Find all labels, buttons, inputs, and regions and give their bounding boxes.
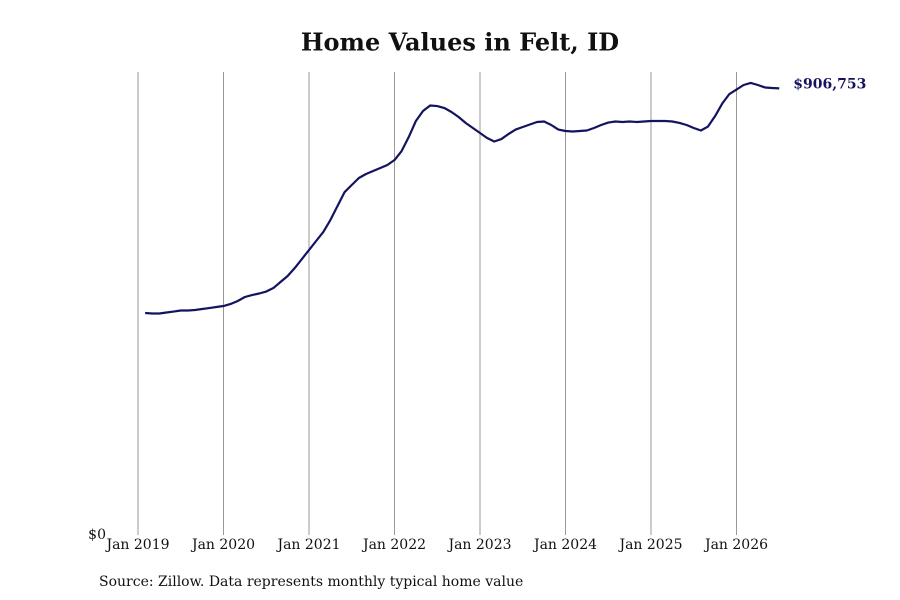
x-tick-label: Jan 2023 xyxy=(446,537,511,553)
x-tick-label: Jan 2021 xyxy=(275,537,340,553)
x-tick-label: Jan 2019 xyxy=(104,537,169,553)
value-label: $906,753 xyxy=(793,76,866,92)
line-series xyxy=(145,81,780,315)
x-tick-label: Jan 2025 xyxy=(617,537,682,553)
x-tick-label: Jan 2026 xyxy=(703,537,768,553)
source-note: Source: Zillow. Data represents monthly … xyxy=(99,574,523,590)
x-tick-label: Jan 2024 xyxy=(532,537,597,553)
x-tick-label: Jan 2022 xyxy=(361,537,426,553)
chart-title: Home Values in Felt, ID xyxy=(301,28,619,57)
x-tick-label: Jan 2020 xyxy=(190,537,255,553)
y-tick-label: $0 xyxy=(88,527,106,543)
